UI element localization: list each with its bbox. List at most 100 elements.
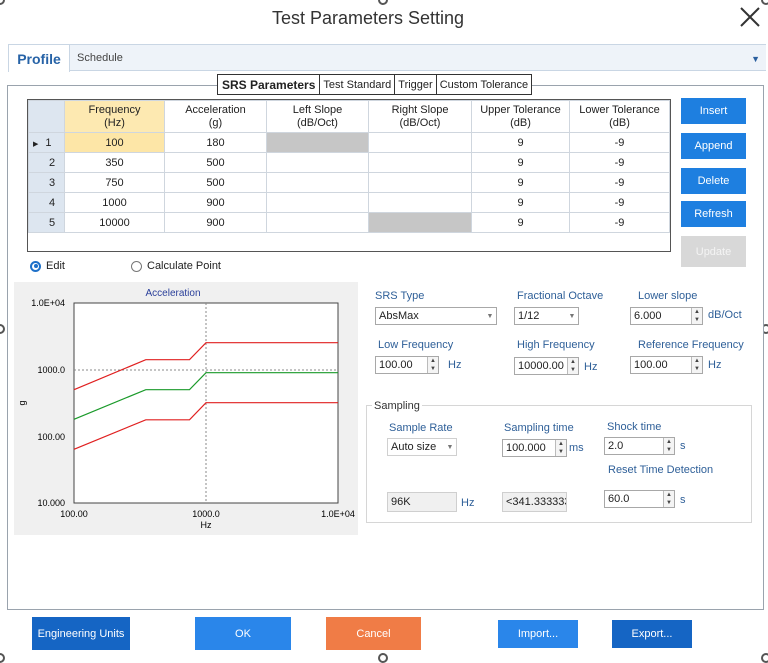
sampling-time-unit: ms [569,442,584,454]
cell-acceleration[interactable]: 180 [164,132,267,153]
ok-button[interactable]: OK [195,617,291,650]
append-button[interactable]: Append [681,133,746,159]
cell-upper-tolerance[interactable]: 9 [471,192,570,213]
row-header[interactable]: 5 [28,212,65,233]
row-header[interactable]: ▶ 1 [28,132,65,153]
cell-acceleration[interactable]: 500 [164,152,267,173]
column-header-lower-tolerance[interactable]: Lower Tolerance (dB) [569,100,670,133]
cell-right-slope[interactable] [368,152,472,173]
x-tick-label: 1.0E+04 [321,509,355,519]
edit-radio[interactable]: Edit [30,260,65,272]
fractional-octave-select[interactable]: 1/12 ▼ [514,307,579,325]
high-frequency-unit: Hz [584,361,598,373]
column-header-right-slope[interactable]: Right Slope (dB/Oct) [368,100,472,133]
spinner-icon[interactable]: ▲ ▼ [567,358,578,374]
spinner-icon[interactable]: ▲ ▼ [691,357,702,373]
y-axis-label: g [17,400,27,405]
reset-time-detection-label: Reset Time Detection [608,464,714,476]
tab-srs-parameters[interactable]: SRS Parameters [217,74,321,95]
table-row[interactable]: 2 350 500 9 -9 [28,152,670,173]
high-frequency-stepper[interactable]: 10000.00 ▲ ▼ [514,357,579,375]
cell-right-slope[interactable] [368,192,472,213]
tab-test-standard[interactable]: Test Standard [320,74,396,95]
resize-handle-bottom[interactable] [378,653,388,663]
close-icon[interactable] [738,5,762,29]
cell-left-slope[interactable] [266,192,369,213]
insert-button[interactable]: Insert [681,98,746,124]
row-header[interactable]: 4 [28,192,65,213]
cell-acceleration[interactable]: 900 [164,212,267,233]
upper-tolerance-line [73,342,338,391]
cell-lower-tolerance[interactable]: -9 [569,172,670,193]
column-header-left-slope[interactable]: Left Slope (dB/Oct) [266,100,369,133]
cell-right-slope[interactable] [368,172,472,193]
cell-frequency[interactable]: 750 [64,172,165,193]
cell-upper-tolerance[interactable]: 9 [471,152,570,173]
cell-upper-tolerance[interactable]: 9 [471,212,570,233]
cell-lower-tolerance[interactable]: -9 [569,192,670,213]
shock-time-stepper[interactable]: 2.0 ▲ ▼ [604,437,675,455]
cell-left-slope[interactable] [266,212,369,233]
srs-type-select[interactable]: AbsMax ▼ [375,307,497,325]
cell-frequency[interactable]: 350 [64,152,165,173]
column-header-frequency[interactable]: Frequency (Hz) [64,100,165,133]
cancel-button[interactable]: Cancel [326,617,421,650]
cell-upper-tolerance[interactable]: 9 [471,172,570,193]
cell-lower-tolerance[interactable]: -9 [569,212,670,233]
y-tick-label: 100.00 [37,432,65,442]
column-header-acceleration[interactable]: Acceleration (g) [164,100,267,133]
fractional-octave-label: Fractional Octave [517,290,604,302]
cell-lower-tolerance[interactable]: -9 [569,152,670,173]
table-row[interactable]: 4 1000 900 9 -9 [28,192,670,213]
cell-frequency[interactable]: 1000 [64,192,165,213]
resize-handle-top[interactable] [378,0,388,5]
sampling-time-stepper[interactable]: 100.000 ▲ ▼ [502,439,567,457]
sample-rate-select[interactable]: Auto size ▼ [387,438,457,456]
schedule-dropdown[interactable]: Schedule ▼ [70,44,766,71]
resize-handle-bottom-right[interactable] [761,653,768,663]
table-row[interactable]: ▶ 1 100 180 9 -9 [28,132,670,153]
resize-handle-top-right[interactable] [761,0,768,5]
spinner-icon[interactable]: ▲ ▼ [663,438,674,454]
cell-lower-tolerance[interactable]: -9 [569,132,670,153]
row-header[interactable]: 2 [28,152,65,173]
tab-trigger[interactable]: Trigger [395,74,437,95]
cell-left-slope[interactable] [266,152,369,173]
low-frequency-stepper[interactable]: 100.00 ▲ ▼ [375,356,439,374]
cell-acceleration[interactable]: 500 [164,172,267,193]
shock-time-unit: s [680,440,686,452]
calculate-point-radio[interactable]: Calculate Point [131,260,221,272]
cell-acceleration[interactable]: 900 [164,192,267,213]
spinner-icon[interactable]: ▲ ▼ [555,440,566,456]
refresh-button[interactable]: Refresh [681,201,746,227]
cell-frequency[interactable]: 100 [64,132,165,153]
delete-button[interactable]: Delete [681,168,746,194]
resize-handle-top-left[interactable] [0,0,5,5]
spinner-icon[interactable]: ▲ ▼ [663,491,674,507]
cell-upper-tolerance[interactable]: 9 [471,132,570,153]
tab-custom-tolerance[interactable]: Custom Tolerance [436,74,533,95]
reset-time-stepper[interactable]: 60.0 ▲ ▼ [604,490,675,508]
edit-radio-label: Edit [46,260,65,272]
spinner-icon[interactable]: ▲ ▼ [427,357,438,373]
reference-profile-line [73,372,338,420]
table-row[interactable]: 5 10000 900 9 -9 [28,212,670,233]
sampling-time-label: Sampling time [504,422,574,434]
import-button[interactable]: Import... [498,620,578,648]
export-button[interactable]: Export... [612,620,692,648]
resize-handle-left[interactable] [0,324,5,334]
row-header[interactable]: 3 [28,172,65,193]
reference-frequency-stepper[interactable]: 100.00 ▲ ▼ [630,356,703,374]
update-button[interactable]: Update [681,236,746,267]
sample-rate-unit: Hz [461,497,475,509]
cell-left-slope[interactable] [266,172,369,193]
table-row[interactable]: 3 750 500 9 -9 [28,172,670,193]
resize-handle-bottom-left[interactable] [0,653,5,663]
column-header-upper-tolerance[interactable]: Upper Tolerance (dB) [471,100,570,133]
lower-slope-stepper[interactable]: 6.000 ▲ ▼ [630,307,703,325]
spinner-icon[interactable]: ▲ ▼ [691,308,702,324]
tab-profile[interactable]: Profile [8,44,70,72]
engineering-units-button[interactable]: Engineering Units [32,617,130,650]
cell-right-slope[interactable] [368,132,472,153]
cell-frequency[interactable]: 10000 [64,212,165,233]
